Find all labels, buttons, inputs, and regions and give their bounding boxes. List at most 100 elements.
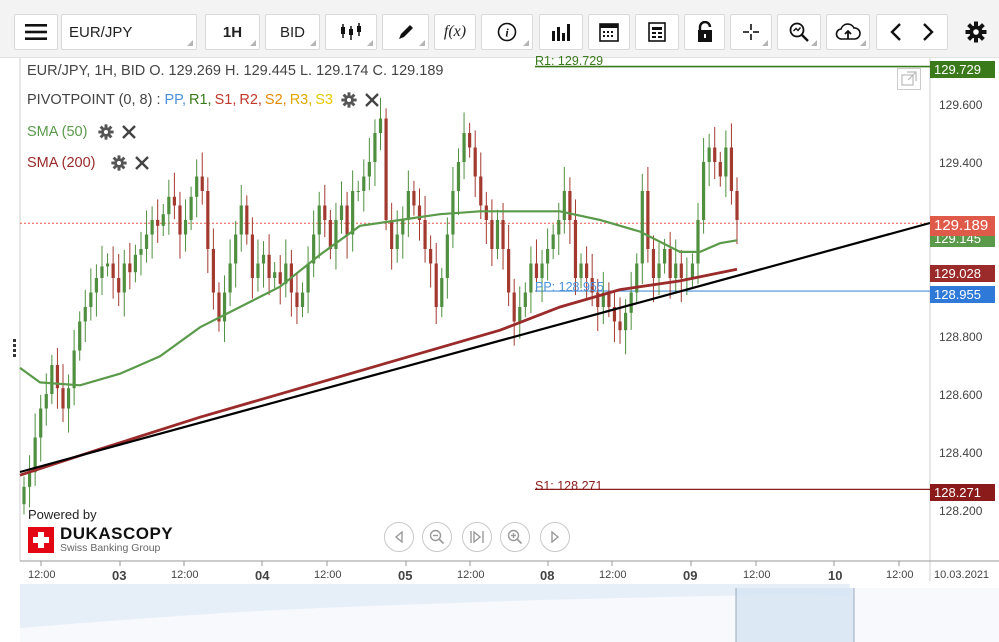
info-button[interactable]: i — [481, 14, 533, 50]
sma50-settings-icon[interactable] — [98, 124, 115, 140]
swiss-cross-icon — [28, 527, 54, 553]
candle — [222, 292, 227, 322]
candle — [312, 234, 316, 264]
candle — [640, 191, 644, 264]
candle — [111, 263, 115, 278]
external-window-icon — [901, 71, 917, 86]
candle — [128, 263, 132, 273]
pivot-settings-icon[interactable] — [341, 92, 357, 108]
timeframe-select[interactable]: 1H — [205, 14, 260, 50]
price-side-select[interactable]: BID — [265, 14, 320, 50]
candle — [206, 191, 210, 249]
candle — [729, 147, 734, 191]
crosshair-icon — [743, 24, 759, 40]
pp-price-tag: 128.955 — [930, 286, 995, 303]
popout-button[interactable] — [897, 68, 921, 90]
candle — [217, 292, 221, 322]
candle — [356, 191, 360, 192]
candle — [33, 437, 37, 473]
candle — [612, 307, 617, 322]
cloud-upload-icon — [835, 23, 861, 40]
calendar-button[interactable] — [588, 14, 630, 50]
symbol-value: EUR/JPY — [69, 23, 133, 41]
candle — [479, 176, 483, 206]
pp-level-label: PP: 128.955 — [535, 280, 604, 294]
zoom-out-button[interactable] — [422, 522, 452, 552]
sma200-line — [19, 267, 738, 477]
dukascopy-logo[interactable]: DUKASCOPY Swiss Banking Group — [28, 525, 173, 554]
menu-button[interactable] — [14, 14, 58, 50]
sma200-label: SMA (200) — [27, 155, 96, 171]
symbol-select[interactable]: EUR/JPY — [61, 14, 197, 50]
candle — [412, 191, 416, 206]
candle — [317, 205, 321, 235]
indicators-button[interactable]: f(x) — [434, 14, 476, 50]
bar-chart-icon — [552, 24, 570, 41]
candle — [501, 220, 505, 249]
pivot-pp-label: PP, — [164, 92, 186, 108]
candle — [94, 278, 99, 293]
candle — [178, 205, 182, 235]
x-tick: 12:00 — [743, 569, 771, 581]
candle — [707, 147, 711, 162]
candle — [473, 147, 477, 177]
lock-button[interactable] — [684, 14, 725, 50]
zoom-icon — [789, 22, 809, 42]
zoom-in-icon — [507, 529, 523, 545]
crosshair-button[interactable] — [730, 14, 772, 50]
sma200-settings-icon[interactable] — [110, 155, 127, 171]
candle — [440, 278, 444, 307]
powered-by-text: Powered by — [28, 507, 97, 522]
reset-icon — [470, 530, 484, 544]
candle — [367, 162, 371, 177]
report-button[interactable] — [635, 14, 679, 50]
candle — [484, 205, 488, 220]
arrow-left-icon[interactable] — [882, 21, 912, 43]
pivot-r1-label: R1, — [189, 92, 212, 108]
candle — [323, 205, 327, 220]
reset-view-button[interactable] — [462, 522, 492, 552]
scroll-left-button[interactable] — [384, 522, 414, 552]
sma50-legend: SMA (50) — [27, 124, 137, 140]
pivot-close-icon[interactable] — [365, 93, 379, 107]
volume-button[interactable] — [539, 14, 583, 50]
price-chart[interactable] — [0, 58, 999, 642]
settings-button[interactable] — [958, 14, 994, 50]
candle — [295, 292, 299, 307]
pivot-r3-label: R3, — [289, 92, 313, 108]
scroll-right-button[interactable] — [540, 522, 570, 552]
candle — [534, 263, 539, 278]
candle — [735, 191, 739, 220]
pivot-s3-label: S3 — [315, 92, 334, 108]
upload-button[interactable] — [826, 14, 870, 50]
draw-button[interactable] — [382, 14, 429, 50]
candle — [139, 249, 143, 255]
candle — [607, 292, 611, 307]
zoom-in-button[interactable] — [500, 522, 530, 552]
x-tick: 05 — [398, 568, 413, 583]
navigator-area — [20, 584, 850, 628]
candle — [623, 312, 628, 331]
zoom-button[interactable] — [777, 14, 821, 50]
x-tick: 10.03.2021 — [934, 569, 990, 581]
sma200-close-icon[interactable] — [134, 156, 149, 170]
candle — [250, 234, 254, 278]
panel-drag-handle[interactable] — [13, 339, 16, 357]
arrow-right-icon[interactable] — [912, 21, 942, 43]
x-tick: 12:00 — [457, 569, 485, 581]
candle — [579, 263, 583, 278]
candle — [562, 191, 566, 220]
candle — [122, 263, 126, 293]
candle — [228, 263, 232, 293]
sma50-close-icon[interactable] — [122, 125, 137, 139]
sma50-label: SMA (50) — [27, 124, 88, 140]
candle — [72, 350, 76, 389]
candle — [61, 388, 65, 409]
candle — [573, 220, 578, 278]
candle — [401, 220, 405, 235]
candle — [690, 263, 695, 278]
chart-type-button[interactable] — [325, 14, 377, 50]
candle — [373, 133, 377, 162]
candle — [523, 292, 527, 307]
